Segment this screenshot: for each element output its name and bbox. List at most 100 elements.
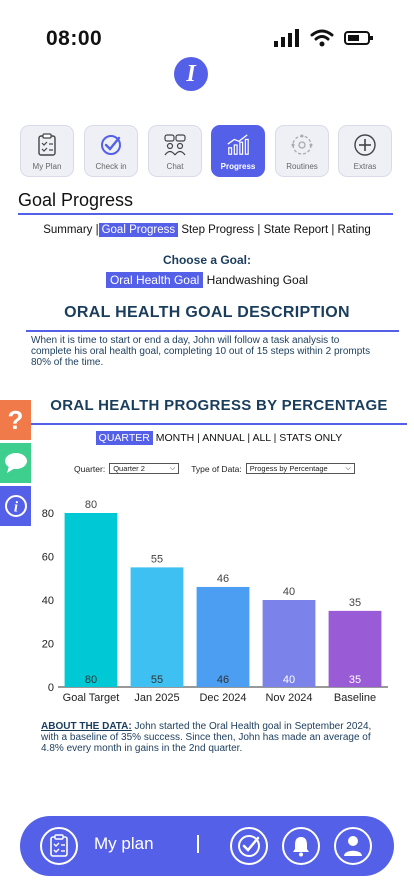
tab-label: My Plan bbox=[32, 162, 62, 171]
routines-icon bbox=[290, 133, 314, 157]
description-text: When it is time to start or end a day, J… bbox=[31, 335, 371, 368]
check-circle-icon bbox=[99, 133, 123, 157]
bell-icon bbox=[293, 837, 309, 857]
choose-goal-label: Choose a Goal: bbox=[162, 253, 251, 267]
bar-value-label: 40 bbox=[283, 586, 295, 598]
bar bbox=[64, 513, 118, 687]
progress-heading: ORAL HEALTH PROGRESS BY PERCENTAGE bbox=[50, 397, 388, 414]
progress-divider bbox=[31, 423, 407, 425]
bar bbox=[130, 567, 184, 687]
clipboard-icon bbox=[50, 834, 68, 857]
clipboard-icon bbox=[35, 133, 59, 157]
bar-inner-label: 40 bbox=[283, 674, 295, 686]
app-logo: I bbox=[174, 57, 208, 91]
bar-inner-label: 55 bbox=[151, 674, 163, 686]
bottom-bar-label[interactable]: My plan bbox=[94, 834, 154, 853]
status-time: 08:00 bbox=[46, 27, 103, 50]
check-in-button[interactable] bbox=[230, 827, 268, 865]
about-label: ABOUT THE DATA: bbox=[41, 721, 132, 732]
goal-option-oral-health[interactable]: Oral Health Goal bbox=[105, 272, 204, 288]
chat-bubble-icon bbox=[4, 453, 27, 473]
help-button[interactable]: ? bbox=[0, 400, 31, 440]
tab-label: Extras bbox=[353, 162, 377, 171]
tab-routines[interactable]: Routines bbox=[275, 125, 329, 177]
profile-button[interactable] bbox=[334, 827, 372, 865]
x-tick-label: Jan 2025 bbox=[134, 692, 179, 704]
about-the-data: ABOUT THE DATA: John started the Oral He… bbox=[41, 721, 386, 754]
bar-value-label: 46 bbox=[217, 573, 229, 585]
bar-value-label: 35 bbox=[349, 597, 361, 609]
y-tick-label: 20 bbox=[42, 639, 54, 651]
data-type-select-value: Progess by Percentage bbox=[249, 464, 328, 473]
period-all[interactable]: ALL bbox=[252, 432, 271, 444]
data-type-select[interactable]: Progess by Percentage ⌵ bbox=[245, 463, 355, 474]
goal-choices: Oral Health Goal Handwashing Goal bbox=[0, 272, 414, 288]
bar-inner-label: 35 bbox=[349, 674, 361, 686]
subtab-state-report[interactable]: State Report bbox=[263, 224, 329, 236]
y-tick-label: 80 bbox=[42, 508, 54, 520]
x-tick-label: Baseline bbox=[334, 692, 376, 704]
subtab-rating[interactable]: Rating bbox=[337, 224, 371, 236]
period-stats-only[interactable]: STATS ONLY bbox=[279, 432, 343, 444]
x-tick-label: Nov 2024 bbox=[265, 692, 312, 704]
chat-button[interactable] bbox=[0, 443, 31, 483]
y-tick-label: 40 bbox=[42, 595, 54, 607]
subtab-step-progress[interactable]: Step Progress bbox=[181, 224, 255, 236]
nav-tabs: My Plan Check in Chat Progress Routines … bbox=[20, 125, 394, 177]
bottom-bar: My plan bbox=[20, 816, 394, 876]
period-annual[interactable]: ANNUAL bbox=[202, 432, 245, 444]
status-bar: 08:00 bbox=[0, 0, 414, 60]
description-heading: ORAL HEALTH GOAL DESCRIPTION bbox=[64, 304, 350, 321]
title-divider bbox=[18, 213, 393, 215]
subtab-goal-progress[interactable]: Goal Progress bbox=[98, 223, 179, 237]
question-icon: ? bbox=[7, 404, 24, 435]
chart-filters: Quarter: Quarter 2 ⌵ Type of Data: Proge… bbox=[74, 463, 355, 474]
subtab-summary[interactable]: Summary bbox=[43, 224, 93, 236]
my-plan-button[interactable] bbox=[40, 827, 78, 865]
tab-label: Routines bbox=[286, 162, 318, 171]
goal-option-handwashing[interactable]: Handwashing Goal bbox=[206, 273, 309, 287]
info-button[interactable]: i bbox=[0, 486, 31, 526]
tab-chat[interactable]: Chat bbox=[148, 125, 202, 177]
tab-progress[interactable]: Progress bbox=[211, 125, 265, 177]
bar-inner-label: 80 bbox=[85, 674, 97, 686]
y-tick-label: 0 bbox=[48, 682, 54, 694]
quarter-select-value: Quarter 2 bbox=[113, 464, 145, 473]
check-circle-icon bbox=[238, 835, 260, 857]
page-title: Goal Progress bbox=[18, 190, 134, 210]
sub-tabs: Summary | Goal Progress Step Progress | S… bbox=[43, 223, 371, 237]
user-icon bbox=[344, 836, 362, 856]
status-icons bbox=[274, 29, 374, 47]
bar-inner-label: 46 bbox=[217, 674, 229, 686]
period-tabs: QUARTER MONTH | ANNUAL | ALL | STATS ONL… bbox=[24, 431, 414, 445]
svg-text:i: i bbox=[13, 500, 18, 516]
signal-icon bbox=[274, 29, 299, 47]
tab-check-in[interactable]: Check in bbox=[84, 125, 138, 177]
chat-people-icon bbox=[163, 133, 187, 157]
x-tick-label: Goal Target bbox=[63, 692, 120, 704]
bar-chart-icon bbox=[226, 133, 250, 157]
about-text: John started the Oral Health goal in Sep… bbox=[41, 721, 372, 754]
tab-label: Chat bbox=[166, 162, 184, 171]
plus-circle-icon bbox=[353, 133, 377, 157]
notifications-button[interactable] bbox=[282, 827, 320, 865]
bar bbox=[196, 586, 250, 687]
bar-value-label: 80 bbox=[85, 499, 97, 511]
chevron-down-icon: ⌵ bbox=[169, 464, 176, 472]
bar bbox=[328, 610, 382, 687]
tab-extras[interactable]: Extras bbox=[338, 125, 392, 177]
y-tick-label: 60 bbox=[42, 552, 54, 564]
info-icon: i bbox=[4, 495, 27, 517]
chevron-down-icon: ⌵ bbox=[345, 464, 351, 472]
tab-my-plan[interactable]: My Plan bbox=[20, 125, 74, 177]
battery-icon bbox=[344, 31, 373, 45]
bar-value-label: 55 bbox=[151, 553, 163, 565]
tab-label: Progress bbox=[220, 162, 256, 171]
quarter-filter-label: Quarter: bbox=[74, 463, 106, 474]
quarter-select[interactable]: Quarter 2 ⌵ bbox=[109, 463, 180, 474]
period-quarter[interactable]: QUARTER bbox=[95, 431, 153, 445]
period-month[interactable]: MONTH bbox=[155, 432, 195, 444]
tab-label: Check in bbox=[95, 162, 127, 171]
description-divider bbox=[26, 330, 399, 332]
bottom-bar-separator bbox=[197, 835, 199, 853]
